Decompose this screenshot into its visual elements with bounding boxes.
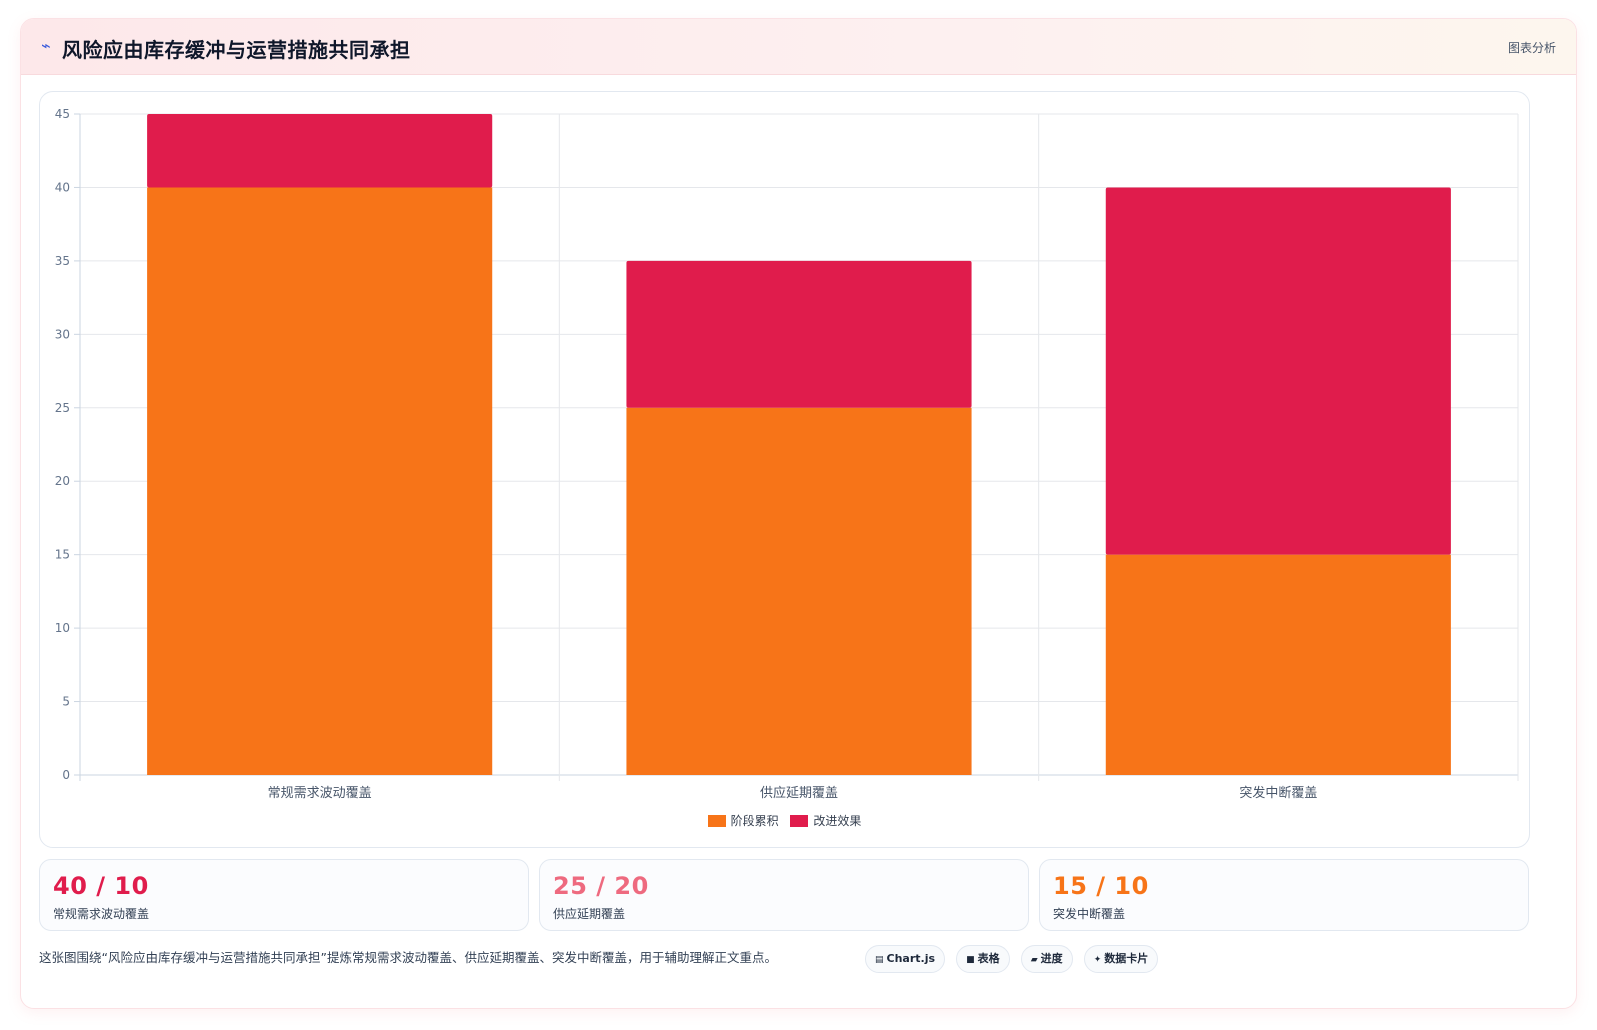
pill-table[interactable]: ■ 表格: [956, 945, 1010, 973]
chart-legend: 阶段累积 改进效果: [40, 812, 1529, 829]
chart-description: 这张图围绕“风险应由库存缓冲与运营措施共同承担”提炼常规需求波动覆盖、供应延期覆…: [39, 950, 777, 965]
stat-card-1: 25 / 20 供应延期覆盖: [539, 859, 1029, 931]
x-tick-label: 突发中断覆盖: [1239, 785, 1317, 801]
bar-improvement-effect: [1105, 187, 1451, 555]
stat-value: 40 / 10: [53, 872, 149, 900]
bar-stage-accumulated: [626, 407, 972, 775]
legend-swatch: [707, 815, 726, 827]
pill-data-cards[interactable]: ✦ 数据卡片: [1083, 945, 1159, 973]
y-tick-label: 40: [55, 180, 70, 194]
y-tick-label: 45: [55, 107, 70, 121]
y-tick-label: 35: [55, 254, 70, 268]
sparkle-icon: ✦: [1093, 955, 1102, 965]
stat-card-0: 40 / 10 常规需求波动覆盖: [39, 859, 529, 931]
legend-swatch: [790, 815, 809, 827]
pill-label: 数据卡片: [1104, 952, 1149, 965]
stat-value: 15 / 10: [1053, 872, 1149, 900]
legend-item-1[interactable]: 改进效果: [790, 812, 861, 829]
y-tick-label: 5: [62, 695, 70, 709]
pill-label: 进度: [1040, 952, 1063, 965]
bar-stage-accumulated: [147, 187, 493, 775]
stat-value: 25 / 20: [553, 872, 649, 900]
x-tick-label: 供应延期覆盖: [760, 785, 838, 801]
chart-area: 0 5 10 15 20 25 30 35 40 45 常规需求波动覆盖 供应延期覆盖 突发中断覆盖 阶…: [39, 91, 1530, 848]
y-tick-label: 10: [55, 621, 70, 635]
y-tick-label: 0: [62, 768, 70, 782]
pill-label: 表格: [977, 952, 1000, 965]
table-icon: ■: [966, 955, 975, 965]
legend-label: 阶段累积: [730, 814, 779, 828]
pill-group: ▤ Chart.js ■ 表格 ▰ 进度 ✦ 数据卡片: [865, 945, 1164, 973]
x-tick-label: 常规需求波动覆盖: [268, 786, 372, 801]
chart-card: ⌁ 风险应由库存缓冲与运营措施共同承担 图表分析 0 5 10 15 20 25 30 35 4…: [20, 18, 1577, 1009]
bar-chart: 0 5 10 15 20 25 30 35 40 45 常规需求波动覆盖 供应延期覆盖 突发中断覆盖: [55, 107, 1519, 801]
bolt-icon: ⌁: [41, 36, 51, 55]
pill-label: Chart.js: [886, 952, 936, 965]
y-tick-label: 15: [55, 548, 70, 562]
legend-label: 改进效果: [813, 814, 862, 828]
pill-chartjs[interactable]: ▤ Chart.js: [865, 945, 946, 973]
card-header: ⌁ 风险应由库存缓冲与运营措施共同承担 图表分析: [21, 19, 1576, 75]
y-tick-label: 30: [55, 327, 70, 341]
chart-analysis-link[interactable]: 图表分析: [1507, 41, 1556, 55]
stat-label: 常规需求波动覆盖: [53, 907, 150, 921]
stat-label: 突发中断覆盖: [1053, 907, 1126, 921]
y-tick-label: 20: [55, 474, 70, 488]
stat-card-2: 15 / 10 突发中断覆盖: [1039, 859, 1529, 931]
pill-progress[interactable]: ▰ 进度: [1020, 945, 1073, 973]
bar-stage-accumulated: [1105, 554, 1451, 775]
bar-improvement-effect: [626, 260, 972, 408]
bar-improvement-effect: [147, 114, 493, 188]
chart-title: 风险应由库存缓冲与运营措施共同承担: [62, 38, 411, 62]
chart-icon: ▤: [875, 955, 884, 965]
legend-item-0[interactable]: 阶段累积: [707, 812, 779, 829]
stat-label: 供应延期覆盖: [553, 907, 626, 921]
progress-icon: ▰: [1030, 955, 1038, 965]
y-tick-label: 25: [55, 401, 70, 415]
